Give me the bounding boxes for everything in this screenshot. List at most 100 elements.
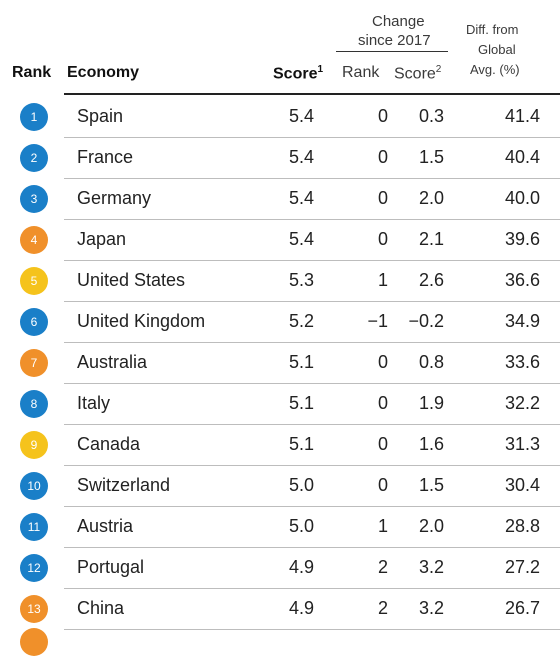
header-change-score: Score2 xyxy=(394,64,442,83)
rank-badge: 4 xyxy=(20,226,48,254)
change-rank-value: 0 xyxy=(377,106,388,126)
rank-badge: 3 xyxy=(20,185,48,213)
score-value: 4.9 xyxy=(288,557,314,577)
diff-value: 40.4 xyxy=(504,147,540,167)
diff-value: 31.3 xyxy=(504,434,540,454)
row-separator xyxy=(64,178,560,179)
header-change-line2: since 2017 xyxy=(358,32,431,49)
header-rank: Rank xyxy=(12,64,52,81)
table-row: 12 Portugal 4.9 2 3.2 27.2 xyxy=(0,548,560,589)
row-separator xyxy=(64,342,560,343)
diff-value: 34.9 xyxy=(504,311,540,331)
score-value: 5.4 xyxy=(288,188,314,208)
header-diff-line1: Diff. from xyxy=(466,22,519,37)
header-economy: Economy xyxy=(67,64,140,81)
rank-badge: 5 xyxy=(20,267,48,295)
table-row: 11 Austria 5.0 1 2.0 28.8 xyxy=(0,507,560,548)
change-rank-value: 1 xyxy=(377,270,388,290)
change-score-value: 0.3 xyxy=(418,106,444,126)
change-score-value: 2.0 xyxy=(418,516,444,536)
rank-badge: 13 xyxy=(20,595,48,623)
diff-value: 41.4 xyxy=(504,106,540,126)
row-separator xyxy=(64,137,560,138)
header-diff-line3: Avg. (%) xyxy=(470,62,520,77)
table-row: 3 Germany 5.4 0 2.0 40.0 xyxy=(0,179,560,220)
score-value: 5.1 xyxy=(288,352,314,372)
economy-name: Austria xyxy=(77,516,134,536)
row-separator xyxy=(64,506,560,507)
row-separator xyxy=(64,629,560,630)
score-value: 5.4 xyxy=(288,147,314,167)
table-row: 1 Spain 5.4 0 0.3 41.4 xyxy=(0,97,560,138)
rank-badge: 12 xyxy=(20,554,48,582)
table-row: 5 United States 5.3 1 2.6 36.6 xyxy=(0,261,560,302)
score-value: 5.1 xyxy=(288,393,314,413)
table-row: 9 Canada 5.1 0 1.6 31.3 xyxy=(0,425,560,466)
score-value: 4.9 xyxy=(288,598,314,618)
score-value: 5.0 xyxy=(288,475,314,495)
partial-rank-badge xyxy=(20,628,48,656)
table-row: 8 Italy 5.1 0 1.9 32.2 xyxy=(0,384,560,425)
change-score-value: 0.8 xyxy=(418,352,444,372)
rank-badge: 6 xyxy=(20,308,48,336)
change-rank-value: 0 xyxy=(377,434,388,454)
diff-value: 32.2 xyxy=(504,393,540,413)
row-separator xyxy=(64,260,560,261)
header-rule xyxy=(64,93,560,95)
rank-badge: 8 xyxy=(20,390,48,418)
score-value: 5.2 xyxy=(288,311,314,331)
change-rank-value: 0 xyxy=(377,147,388,167)
change-score-value: 1.9 xyxy=(418,393,444,413)
economy-name: Spain xyxy=(77,106,124,126)
row-separator xyxy=(64,219,560,220)
rank-badge: 10 xyxy=(20,472,48,500)
rank-badge: 9 xyxy=(20,431,48,459)
economy-name: United Kingdom xyxy=(77,311,206,331)
change-score-value: 1.6 xyxy=(418,434,444,454)
change-rank-value: 0 xyxy=(377,188,388,208)
change-rank-value: 0 xyxy=(377,352,388,372)
rank-badge: 1 xyxy=(20,103,48,131)
header-score: Score1 xyxy=(273,64,324,83)
economy-name: Japan xyxy=(77,229,127,249)
diff-value: 30.4 xyxy=(504,475,540,495)
table-row: 2 France 5.4 0 1.5 40.4 xyxy=(0,138,560,179)
header-diff-line2: Global xyxy=(478,42,516,57)
diff-value: 36.6 xyxy=(504,270,540,290)
economy-name: Italy xyxy=(77,393,111,413)
change-rank-value: −1 xyxy=(367,311,388,331)
row-separator xyxy=(64,465,560,466)
row-separator xyxy=(64,383,560,384)
economy-name: United States xyxy=(77,270,186,290)
row-separator xyxy=(64,424,560,425)
economy-name: France xyxy=(77,147,134,167)
change-score-value: 3.2 xyxy=(418,557,444,577)
change-rank-value: 2 xyxy=(377,557,388,577)
table-row: 4 Japan 5.4 0 2.1 39.6 xyxy=(0,220,560,261)
row-separator xyxy=(64,547,560,548)
change-score-value: 1.5 xyxy=(418,475,444,495)
diff-value: 26.7 xyxy=(504,598,540,618)
change-rank-value: 0 xyxy=(377,229,388,249)
score-value: 5.1 xyxy=(288,434,314,454)
change-rank-value: 0 xyxy=(377,475,388,495)
header-change-line1: Change xyxy=(372,13,425,30)
diff-value: 28.8 xyxy=(504,516,540,536)
table-row: 7 Australia 5.1 0 0.8 33.6 xyxy=(0,343,560,384)
change-group-underline xyxy=(336,51,448,52)
score-value: 5.3 xyxy=(288,270,314,290)
change-rank-value: 1 xyxy=(377,516,388,536)
diff-value: 33.6 xyxy=(504,352,540,372)
score-value: 5.0 xyxy=(288,516,314,536)
economy-name: Germany xyxy=(77,188,152,208)
diff-value: 39.6 xyxy=(504,229,540,249)
economy-name: Canada xyxy=(77,434,141,454)
diff-value: 40.0 xyxy=(504,188,540,208)
rank-badge: 2 xyxy=(20,144,48,172)
score-value: 5.4 xyxy=(288,106,314,126)
table-row: 6 United Kingdom 5.2 −1 −0.2 34.9 xyxy=(0,302,560,343)
change-rank-value: 2 xyxy=(377,598,388,618)
header-change-rank: Rank xyxy=(342,64,380,81)
change-score-value: −0.2 xyxy=(408,311,444,331)
row-separator xyxy=(64,588,560,589)
